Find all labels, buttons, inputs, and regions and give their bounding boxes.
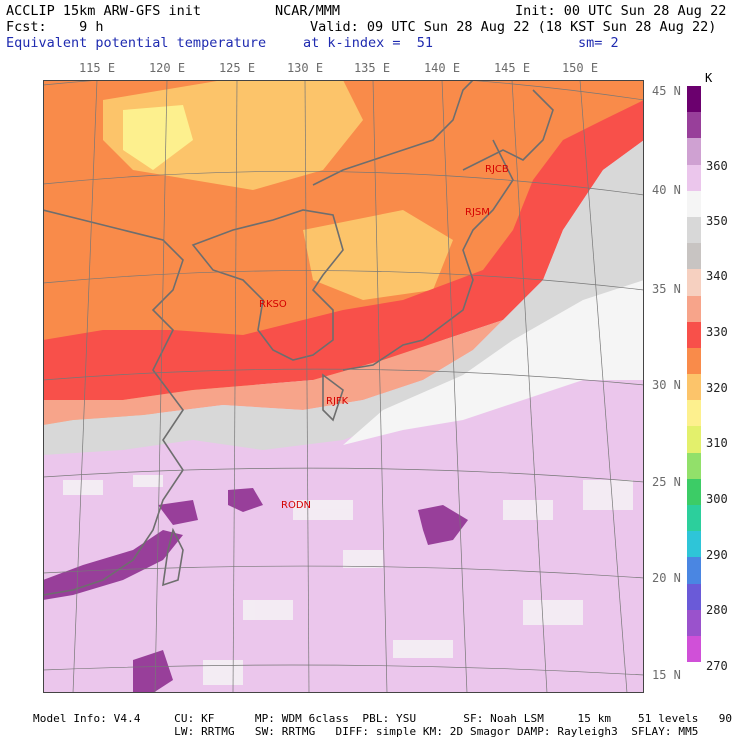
colorbar-label-300: 300: [706, 492, 728, 506]
colorbar-label-280: 280: [706, 603, 728, 617]
forecast-hour: Fcst: 9 h: [6, 19, 104, 35]
colorbar-swatch: [687, 347, 701, 375]
field-violet-4: [133, 650, 173, 693]
field-violet-3: [418, 505, 468, 545]
colorbar-label-360: 360: [706, 159, 728, 173]
station-rjcb: RJCB: [485, 164, 509, 175]
field-violet-2: [228, 488, 263, 512]
colorbar-swatch: [687, 505, 701, 532]
field-white-mottle: [63, 475, 633, 685]
field-name: Equivalent potential temperature: [6, 35, 267, 51]
colorbar-swatch: [687, 531, 701, 558]
lat-label-45: 45 N: [652, 84, 681, 98]
footer-physics-info: LW: RRTMG SW: RRTMG DIFF: simple KM: 2D …: [33, 725, 699, 738]
station-rjfk: RJFK: [326, 396, 349, 407]
colorbar-swatch: [687, 164, 701, 191]
colorbar-label-330: 330: [706, 325, 728, 339]
colorbar-label-320: 320: [706, 381, 728, 395]
lat-label-35: 35 N: [652, 282, 681, 296]
colorbar-swatch: [687, 295, 701, 322]
colorbar: [687, 86, 701, 663]
lat-label-40: 40 N: [652, 183, 681, 197]
lon-label-120: 120 E: [148, 61, 186, 75]
init-time: Init: 00 UTC Sun 28 Aug 22: [515, 3, 727, 19]
level-label: at k-index = 51: [303, 35, 434, 51]
colorbar-swatch: [687, 426, 701, 453]
lat-label-15: 15 N: [652, 668, 681, 682]
field-violet-5: [158, 500, 198, 525]
colorbar-swatch: [687, 269, 701, 296]
station-rkso: RKSO: [259, 299, 287, 310]
colorbar-unit: K: [705, 71, 713, 85]
colorbar-label-290: 290: [706, 548, 728, 562]
field-salmon-band: [43, 320, 503, 425]
lon-label-145: 145 E: [493, 61, 531, 75]
field-yellow-patch-3: [303, 210, 453, 300]
colorbar-swatch: [687, 374, 701, 401]
map-frame: [43, 80, 644, 693]
colorbar-label-340: 340: [706, 269, 728, 283]
smoothing-label: sm= 2: [578, 35, 619, 51]
theta-e-map: RJCB RJSM RKSO RJFK RODN: [43, 80, 644, 693]
colorbar-swatch: [687, 321, 701, 348]
lon-label-135: 135 E: [353, 61, 391, 75]
lat-label-20: 20 N: [652, 571, 681, 585]
lat-label-30: 30 N: [652, 378, 681, 392]
colorbar-swatch: [687, 86, 701, 113]
lon-label-130: 130 E: [286, 61, 324, 75]
lon-label-115: 115 E: [78, 61, 116, 75]
field-violet-1: [43, 530, 183, 600]
colorbar-swatch: [687, 452, 701, 479]
colorbar-swatch: [687, 400, 701, 427]
colorbar-label-270: 270: [706, 659, 728, 673]
lat-label-25: 25 N: [652, 475, 681, 489]
source-label: NCAR/MMM: [275, 3, 341, 19]
colorbar-swatch: [687, 609, 701, 636]
colorbar-label-350: 350: [706, 214, 728, 228]
field-white-band: [343, 280, 644, 445]
colorbar-swatch: [687, 635, 701, 663]
colorbar-swatch: [687, 243, 701, 270]
colorbar-swatch: [687, 216, 701, 244]
coastlines: [43, 80, 554, 596]
run-title: ACCLIP 15km ARW-GFS init: [6, 3, 202, 19]
footer-model-info: Model Info: V4.4 CU: KF MP: WDM 6class P…: [33, 712, 740, 725]
colorbar-label-310: 310: [706, 436, 728, 450]
lon-label-125: 125 E: [218, 61, 256, 75]
colorbar-swatch: [687, 112, 701, 139]
station-rodn: RODN: [281, 500, 311, 511]
colorbar-swatch: [687, 557, 701, 584]
field-grey-band: [43, 140, 644, 455]
field-yellow-patch-2: [123, 105, 193, 170]
valid-time: Valid: 09 UTC Sun 28 Aug 22 (18 KST Sun …: [310, 19, 717, 35]
colorbar-swatch: [687, 583, 701, 610]
station-rjsm: RJSM: [465, 207, 490, 218]
colorbar-swatch: [687, 190, 701, 217]
colorbar-swatch: [687, 478, 701, 505]
graticule: [43, 80, 644, 693]
colorbar-swatch: [687, 138, 701, 165]
lon-label-140: 140 E: [423, 61, 461, 75]
lon-label-150: 150 E: [561, 61, 599, 75]
